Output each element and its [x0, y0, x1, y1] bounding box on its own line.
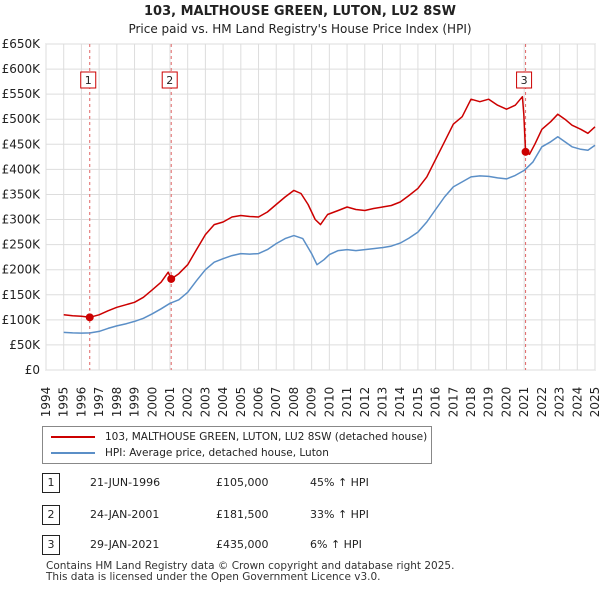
sale-hpi-2: 33% ↑ HPI [310, 508, 369, 521]
sale-box-3 [516, 71, 533, 89]
sale-date-2: 24-JAN-2001 [90, 508, 160, 521]
x-tick-label: 2013 [375, 387, 389, 418]
sale-marker-1: 1 [42, 473, 60, 493]
y-tick-label: £200K [2, 263, 42, 277]
x-tick-label: 2020 [499, 387, 513, 418]
x-tick-label: 1995 [57, 387, 71, 418]
x-tick-label: 2023 [553, 387, 567, 418]
x-tick-label: 1998 [110, 387, 124, 418]
x-tick-label: 2005 [234, 387, 248, 418]
sale-price-3: £435,000 [216, 538, 269, 551]
hpi-line [63, 136, 596, 334]
x-tick-label: 2017 [446, 387, 460, 418]
footer-licence: This data is licensed under the Open Gov… [46, 571, 381, 583]
x-tick-label: 2024 [570, 387, 584, 418]
sale-marker-3: 3 [42, 535, 60, 555]
footer-copyright: Contains HM Land Registry data © Crown c… [46, 560, 455, 572]
x-tick-label: 2008 [287, 387, 301, 418]
sale-price-1: £105,000 [216, 476, 269, 489]
x-tick-label: 2025 [588, 387, 600, 418]
x-tick-label: 2000 [145, 387, 159, 418]
sale-box-1 [80, 71, 97, 89]
y-tick-label: £0 [25, 363, 40, 377]
x-tick-label: 2009 [305, 387, 319, 418]
y-tick-label: £50K [9, 338, 41, 352]
x-tick-label: 2002 [181, 387, 195, 418]
y-tick-label: £150K [2, 288, 42, 302]
sale-hpi-1: 45% ↑ HPI [310, 476, 369, 489]
y-tick-label: £450K [2, 137, 42, 151]
chart-subtitle: Price paid vs. HM Land Registry's House … [128, 22, 472, 36]
plot-area [45, 43, 596, 371]
legend-swatch-property [51, 436, 95, 438]
x-tick-label: 2016 [429, 387, 443, 418]
footer: Contains HM Land Registry data © Crown c… [46, 561, 454, 583]
x-tick-label: 2012 [358, 387, 372, 418]
y-tick-label: £400K [2, 162, 42, 176]
x-tick-label: 2019 [482, 387, 496, 418]
x-tick-label: 2003 [198, 387, 212, 418]
sale-box-2 [161, 71, 178, 89]
x-tick-label: 1997 [92, 387, 106, 418]
chart-plot: £0 £50K £100K £150K £200K £250K £300K £350K £400… [2, 37, 600, 418]
x-tick-label: 2004 [216, 387, 230, 418]
y-tick-label: £300K [2, 213, 42, 227]
sale-box-label-1: 1 [85, 74, 92, 87]
x-tick-label: 2007 [269, 387, 283, 418]
sale-point-1 [85, 313, 94, 322]
sale-point-2 [167, 274, 176, 283]
x-tick-label: 2018 [464, 387, 478, 418]
sale-marker-2: 2 [42, 505, 60, 525]
x-tick-label: 2006 [252, 387, 266, 418]
chart-title: 103, MALTHOUSE GREEN, LUTON, LU2 8SW [144, 4, 456, 19]
y-tick-label: £550K [2, 87, 42, 101]
x-tick-label: 2022 [535, 387, 549, 418]
sale-box-label-2: 2 [166, 74, 173, 87]
sale-hpi-3: 6% ↑ HPI [310, 538, 362, 551]
x-tick-label: 2001 [163, 387, 177, 418]
chart-legend: 103, MALTHOUSE GREEN, LUTON, LU2 8SW (de… [42, 426, 432, 464]
x-tick-label: 2011 [340, 387, 354, 418]
sale-point-3 [521, 147, 530, 156]
legend-label-property: 103, MALTHOUSE GREEN, LUTON, LU2 8SW (de… [105, 431, 428, 443]
legend-label-hpi: HPI: Average price, detached house, Luto… [105, 447, 329, 459]
x-tick-label: 1994 [39, 387, 53, 418]
sale-date-1: 21-JUN-1996 [90, 476, 161, 489]
x-tick-label: 1996 [74, 387, 88, 418]
x-tick-label: 1999 [128, 387, 142, 418]
sale-price-2: £181,500 [216, 508, 269, 521]
y-tick-label: £350K [2, 187, 42, 201]
sale-date-3: 29-JAN-2021 [90, 538, 160, 551]
y-tick-label: £500K [2, 112, 42, 126]
y-tick-label: £600K [2, 62, 42, 76]
legend-swatch-hpi [51, 452, 95, 454]
x-tick-label: 2010 [322, 387, 336, 418]
y-tick-label: £100K [2, 313, 42, 327]
x-tick-label: 2015 [411, 387, 425, 418]
y-tick-label: £650K [2, 37, 42, 51]
sale-box-label-3: 3 [521, 74, 528, 87]
x-tick-label: 2014 [393, 387, 407, 418]
x-tick-label: 2021 [517, 387, 531, 418]
property-price-line [63, 95, 596, 319]
y-tick-label: £250K [2, 238, 42, 252]
